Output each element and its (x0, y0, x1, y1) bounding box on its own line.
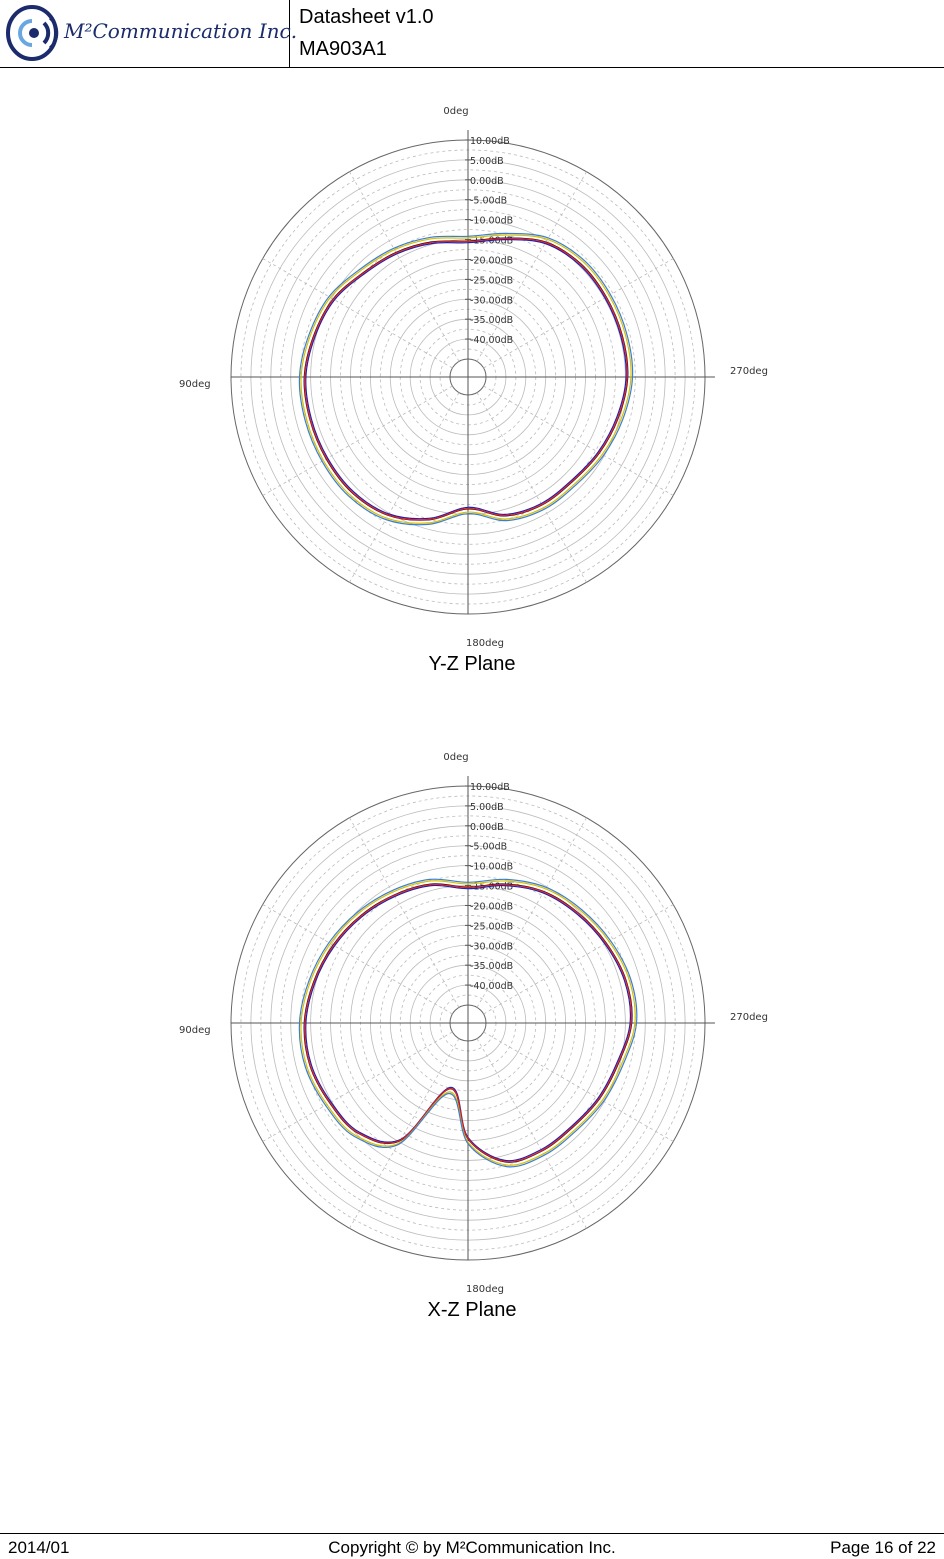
grid-spoke (262, 385, 453, 496)
radial-tick-label: -20.00dB (470, 255, 513, 266)
pattern-trace (303, 237, 629, 521)
angle-label-right: 270deg (730, 1012, 768, 1023)
radial-tick-label: -10.00dB (470, 216, 513, 227)
angle-label-top: 0deg (443, 106, 468, 117)
radial-tick-label: 10.00dB (470, 782, 510, 793)
grid-spoke (483, 1031, 674, 1142)
pattern-trace (305, 884, 632, 1162)
company-logo-text: M²Communication Inc. (64, 19, 298, 43)
grid-spoke (483, 904, 674, 1015)
grid-spoke (476, 392, 587, 583)
radial-tick-label: -5.00dB (470, 842, 507, 853)
pattern-trace (300, 234, 632, 524)
pattern-trace (303, 883, 633, 1163)
angle-label-bottom: 180deg (466, 638, 504, 649)
radial-tick-label: -10.00dB (470, 862, 513, 873)
footer-date: 2014/01 (8, 1538, 70, 1557)
radial-tick-label: -5.00dB (470, 196, 507, 207)
grid-spoke (262, 904, 453, 1015)
radial-tick-label: 5.00dB (470, 802, 504, 813)
footer-copyright: Copyright © by M²Communication Inc. (328, 1538, 616, 1557)
angle-label-right: 270deg (730, 366, 768, 377)
company-logo: M²Communication Inc. (0, 0, 297, 67)
page-footer: 2014/01 Copyright © by M²Communication I… (0, 1533, 944, 1559)
polar-plot-xz: 10.00dB 5.00dB 0.00dB -5.00dB -10.00dB -15.00… (179, 752, 768, 1295)
grid-spoke (349, 1038, 460, 1229)
radial-tick-label: -20.00dB (470, 901, 513, 912)
radial-tick-label: -30.00dB (470, 941, 513, 952)
grid-spoke (476, 1038, 587, 1229)
polar-plot-yz: 10.00dB 5.00dB 0.00dB -5.00dB -10.00dB -15.00… (179, 106, 768, 649)
angle-label-left: 90deg (179, 379, 211, 390)
company-logo-icon (6, 5, 59, 61)
radial-tick-label: -15.00dB (470, 882, 513, 893)
radial-tick-label: -15.00dB (470, 236, 513, 247)
radial-tick-label: -40.00dB (470, 335, 513, 346)
plot-caption-yz: Y-Z Plane (428, 653, 516, 675)
document-title: Datasheet v1.0 (299, 6, 434, 28)
radial-tick-label: -35.00dB (470, 961, 513, 972)
grid-spoke (483, 385, 674, 496)
page-header: M²Communication Inc. Datasheet v1.0 MA90… (0, 0, 944, 68)
plot-caption-xz: X-Z Plane (427, 1299, 517, 1321)
grid-spoke (349, 392, 460, 583)
angle-label-left: 90deg (179, 1025, 211, 1036)
radial-tick-label: -35.00dB (470, 315, 513, 326)
angle-label-bottom: 180deg (466, 1284, 504, 1295)
radial-tick-label: 5.00dB (470, 156, 504, 167)
grid-spoke (476, 817, 587, 1008)
pattern-trace (300, 880, 636, 1166)
grid-spoke (349, 171, 460, 362)
radial-tick-label: -30.00dB (470, 295, 513, 306)
grid-spoke (349, 817, 460, 1008)
footer-page-number: Page 16 of 22 (830, 1538, 936, 1557)
radial-tick-label: -40.00dB (470, 981, 513, 992)
grid-spoke (476, 171, 587, 362)
grid-spoke (262, 1031, 453, 1142)
grid-spoke (262, 258, 453, 369)
radial-tick-label: 10.00dB (470, 136, 510, 147)
pattern-trace (298, 878, 638, 1168)
pattern-trace (298, 232, 634, 526)
part-number: MA903A1 (299, 38, 387, 60)
radial-tick-label: 0.00dB (470, 822, 504, 833)
pattern-trace (305, 238, 627, 520)
radial-tick-label: -25.00dB (470, 921, 513, 932)
angle-label-top: 0deg (443, 752, 468, 763)
radial-tick-label: 0.00dB (470, 176, 504, 187)
radial-tick-label: -25.00dB (470, 275, 513, 286)
grid-spoke (483, 258, 674, 369)
